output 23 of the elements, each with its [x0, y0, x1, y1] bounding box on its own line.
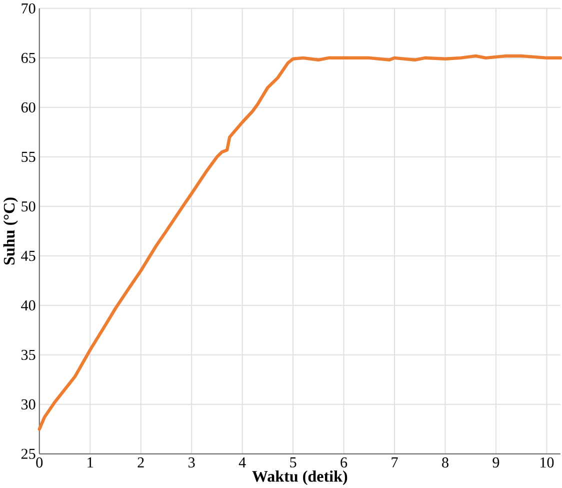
y-tick-label: 70 [22, 3, 36, 14]
x-tick-label: 2 [138, 457, 144, 468]
y-tick-label: 45 [21, 250, 36, 261]
y-tick-label: 30 [22, 399, 36, 410]
x-axis-title: Waktu (detik) [252, 470, 348, 485]
y-tick-label: 60 [21, 102, 36, 112]
x-tick-label: 9 [492, 457, 500, 468]
x-tick-label: 6 [340, 457, 348, 468]
y-tick-label: 55 [22, 152, 36, 162]
y-tick-label: 40 [21, 300, 36, 310]
y-tick-label: 25 [21, 448, 36, 459]
x-tick-label: 0 [36, 457, 43, 468]
y-tick-label: 65 [21, 52, 36, 63]
y-axis-title: Suhu (°C) [3, 197, 18, 264]
x-tick-label: 1 [88, 457, 93, 468]
x-tick-label: 5 [290, 457, 296, 468]
x-tick-label: 4 [238, 457, 246, 468]
x-tick-label: 10 [540, 457, 554, 468]
y-tick-label: 50 [22, 201, 36, 212]
y-tick-label: 35 [22, 350, 36, 360]
x-tick-label: 3 [188, 457, 195, 468]
x-tick-label: 8 [442, 457, 448, 468]
x-tick-label: 7 [392, 457, 398, 468]
